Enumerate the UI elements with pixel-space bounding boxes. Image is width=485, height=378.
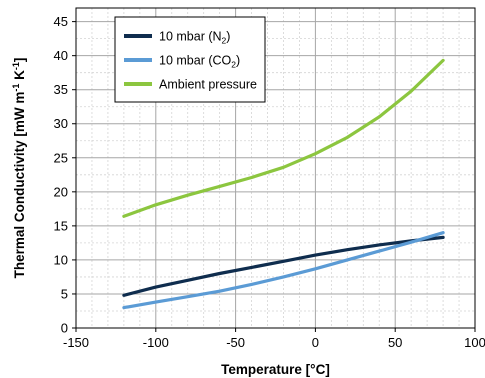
y-tick-label: 25 <box>54 150 68 165</box>
plot-frame <box>75 7 476 329</box>
x-tick-label: 50 <box>388 335 402 350</box>
legend-label: 10 mbar (N2) <box>159 30 230 46</box>
x-tick-label: -50 <box>226 335 245 350</box>
x-tick-label: 0 <box>312 335 319 350</box>
y-tick-label: 40 <box>54 48 68 63</box>
y-tick-label: 5 <box>61 286 68 301</box>
x-tick-label: -150 <box>63 335 89 350</box>
y-tick-label: 15 <box>54 218 68 233</box>
y-tick-label: 30 <box>54 116 68 131</box>
y-tick-label: 0 <box>61 321 68 336</box>
legend-label: Ambient pressure <box>159 78 257 92</box>
x-tick-label: -100 <box>143 335 169 350</box>
y-tick-label: 10 <box>54 252 68 267</box>
series-line-3 <box>122 58 445 218</box>
y-tick-label: 35 <box>54 82 68 97</box>
legend-label: 10 mbar (CO2) <box>159 54 240 70</box>
series-line-2 <box>122 231 445 310</box>
y-tick-label: 20 <box>54 184 68 199</box>
x-axis-title: Temperature [°C] <box>221 362 330 377</box>
grid-lines <box>75 8 476 329</box>
series-lines <box>122 58 445 310</box>
x-tick-label: 100 <box>464 335 485 350</box>
series-line-1 <box>122 235 445 297</box>
y-axis-title: Thermal Conductivity [mW m-1 K-1] <box>11 58 27 279</box>
axis-ticks: -150 -100 -50 0 50 100 0 5 10 15 20 25 30 35 40 45 <box>54 14 485 350</box>
legend: 10 mbar (N2) 10 mbar (CO2) Ambient pressur… <box>114 16 266 103</box>
y-tick-label: 45 <box>54 14 68 29</box>
